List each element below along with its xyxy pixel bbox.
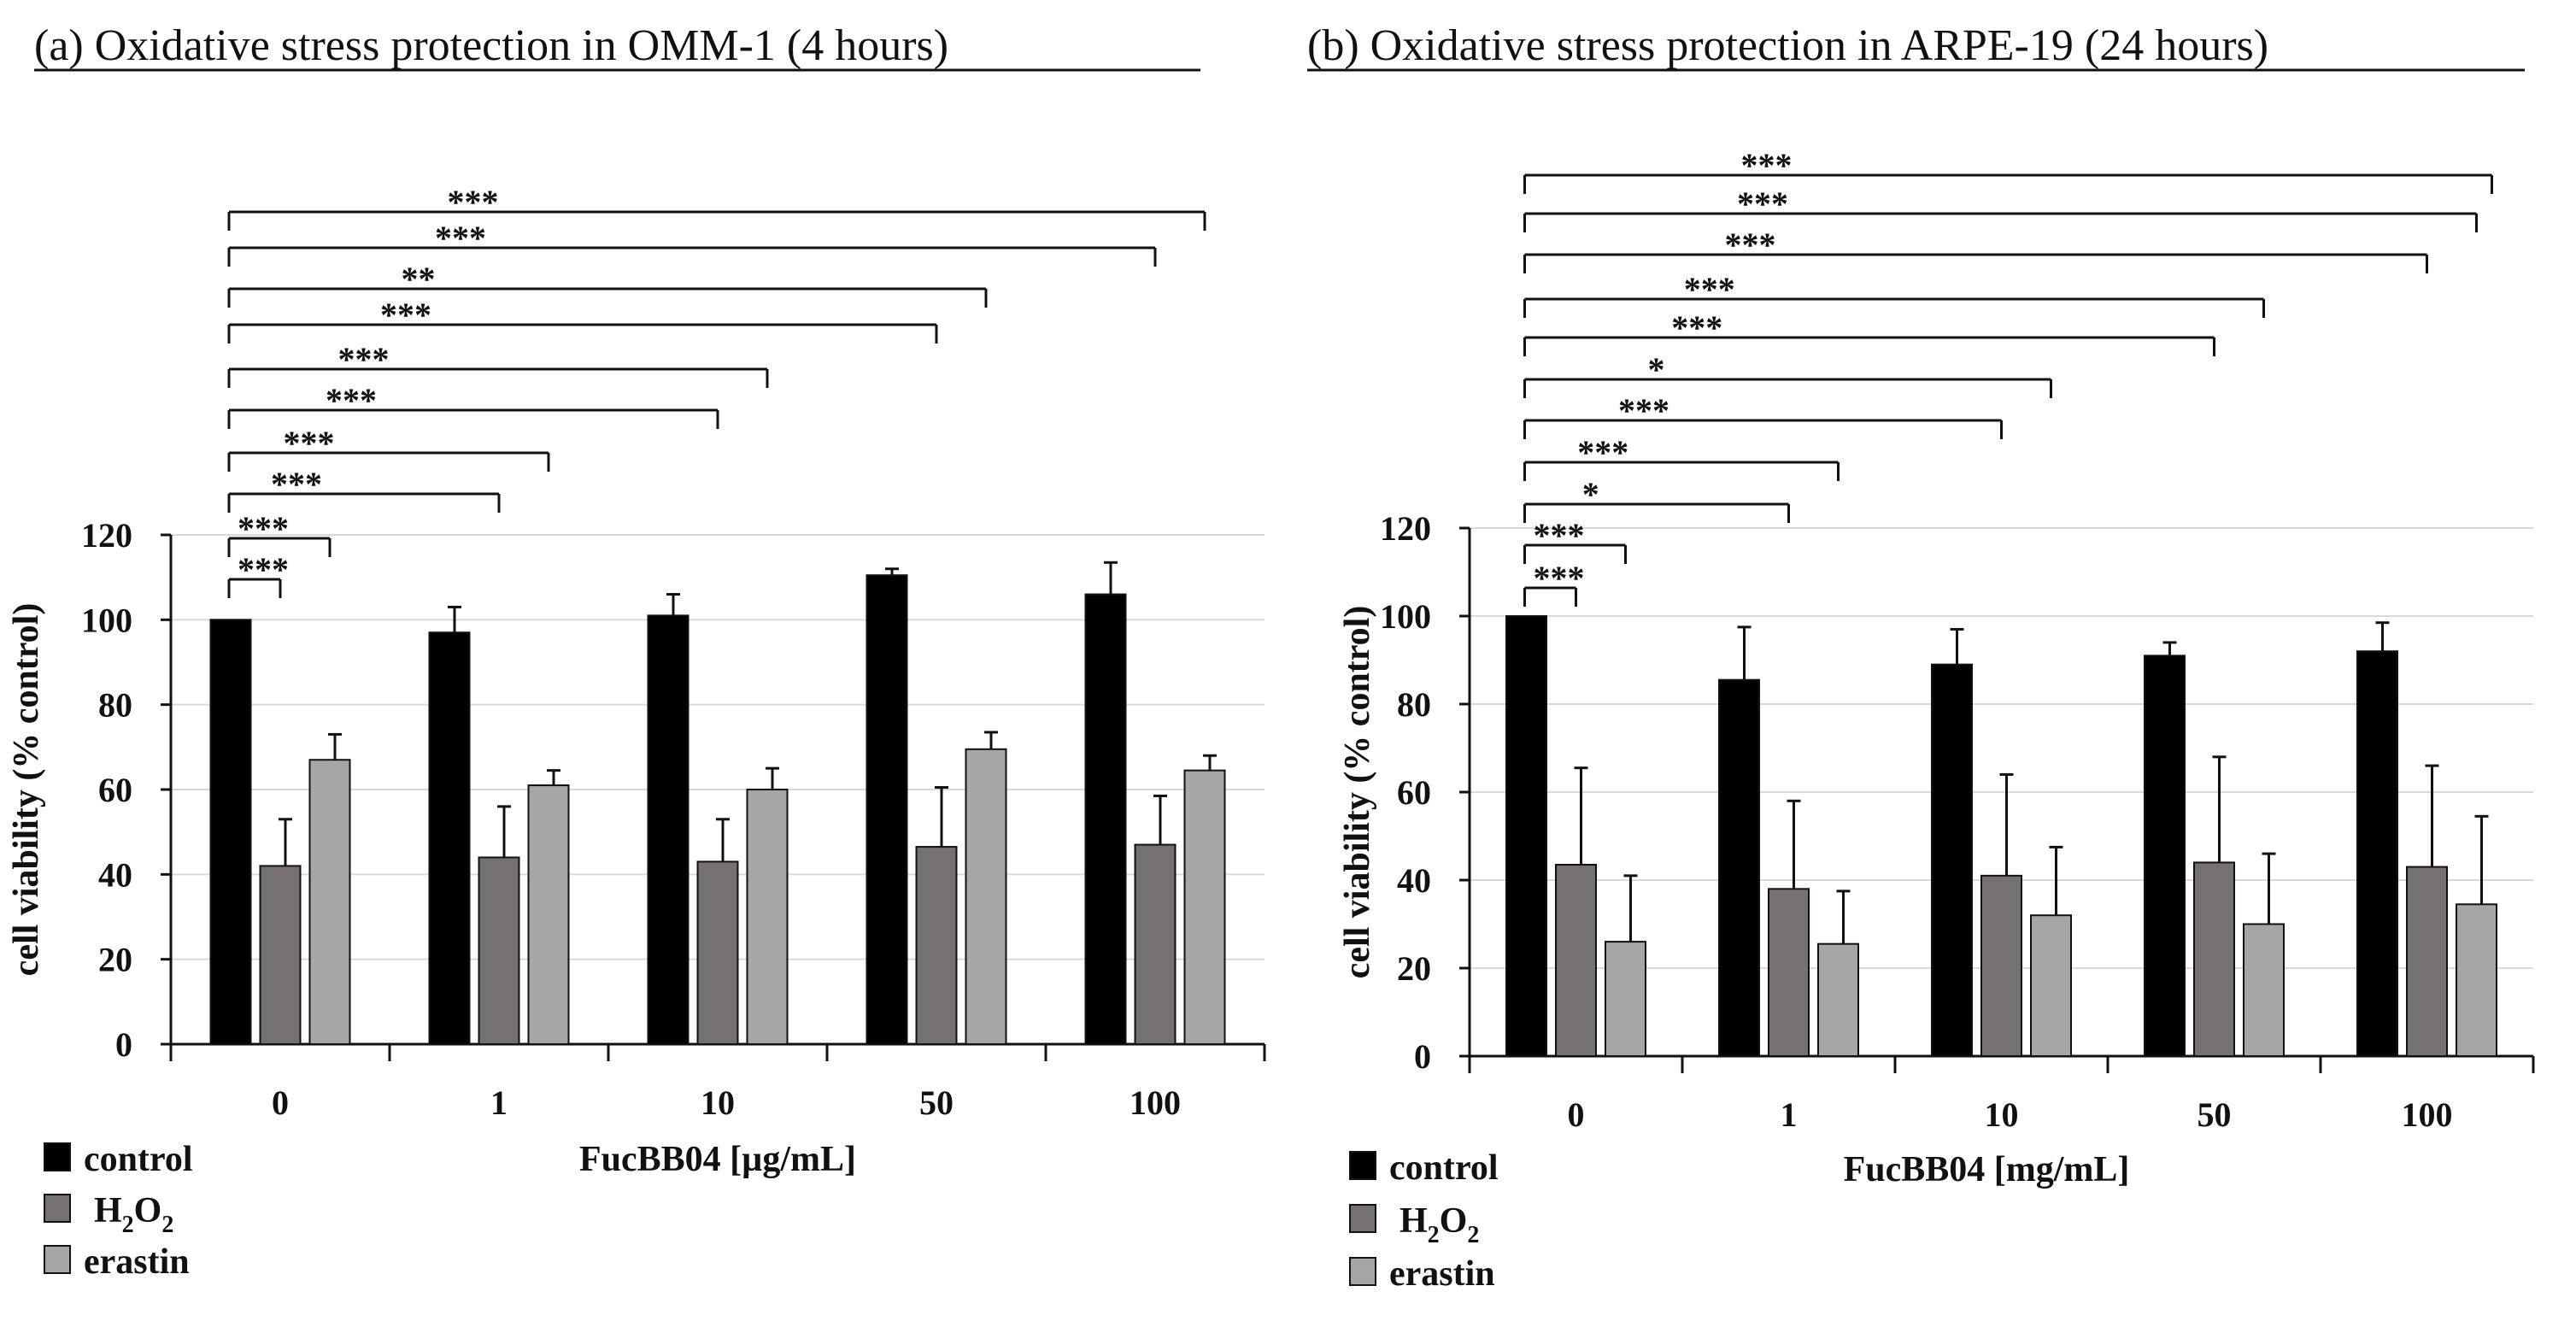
chart-b-bar-erastin (2456, 903, 2497, 1057)
chart-a-bar-h2o2 (696, 860, 739, 1046)
chart-b-sig-label: * (1582, 475, 1599, 514)
chart-b-ytick-label: 0 (1414, 1037, 1431, 1076)
chart-b-xlabel: FucBB04 [mg/mL] (1844, 1150, 2130, 1189)
chart-a-xtick-label: 10 (701, 1083, 735, 1122)
chart-b-sig-label: *** (1741, 146, 1793, 185)
chart-a-legend-label: erastin (84, 1242, 190, 1282)
chart-a-ytick-label: 80 (98, 686, 132, 725)
chart-b-xtick-label: 0 (1568, 1095, 1585, 1134)
chart-b-xtick-label: 50 (2198, 1095, 2232, 1134)
chart-b-ytick-label: 120 (1380, 509, 1431, 548)
chart-a-bar-h2o2 (1134, 843, 1177, 1045)
chart-a-sig-label: *** (271, 465, 322, 503)
chart-a-sig-label: *** (238, 509, 289, 548)
chart-a-bar-h2o2 (259, 865, 302, 1046)
chart-b-legend-label: H2O2 (1399, 1201, 1479, 1248)
chart-a-title: (a) Oxidative stress protection in OMM-1… (34, 21, 948, 70)
chart-a-ylabel: cell viability (% control) (7, 603, 46, 977)
chart-a-bar-control (209, 619, 252, 1045)
chart-a-ytick-label: 40 (98, 855, 132, 894)
chart-b-ylabel: cell viability (% control) (1338, 606, 1377, 979)
chart-a-sig-label: *** (338, 340, 390, 379)
chart-b-bar-erastin (2243, 923, 2285, 1057)
chart-b-ytick-label: 40 (1397, 861, 1431, 900)
chart-a-xtick-label: 100 (1130, 1083, 1181, 1122)
chart-b-sig-label: *** (1577, 433, 1628, 472)
chart-a-bar-control (647, 614, 689, 1045)
chart-a-xtick-label: 1 (490, 1083, 508, 1122)
chart-b-sig-label: *** (1684, 270, 1735, 308)
chart-b-bar-h2o2 (1555, 863, 1597, 1057)
chart-a-legend-swatch (44, 1245, 71, 1274)
chart-a-bar-control (866, 574, 908, 1045)
chart-a-ytick-label: 60 (98, 771, 132, 809)
chart-a-bar-erastin (1183, 769, 1226, 1046)
chart-a-bar-h2o2 (915, 846, 958, 1045)
chart-a-legend-swatch (44, 1142, 71, 1171)
chart-b-sig-label: *** (1534, 559, 1585, 597)
chart-b-legend-label: control (1389, 1148, 1499, 1188)
chart-a-bar-erastin (527, 784, 570, 1045)
chart-b-bar-erastin (1605, 941, 1646, 1057)
chart-a-bar-control (1084, 593, 1127, 1045)
chart-b-bar-h2o2 (1768, 888, 1810, 1058)
chart-b-legend-swatch (1349, 1204, 1376, 1233)
chart-b-xtick-label: 10 (1985, 1095, 2019, 1134)
chart-b-bar-erastin (2030, 914, 2072, 1057)
chart-a-ytick-label: 120 (81, 516, 132, 555)
chart-b-xtick-label: 100 (2402, 1095, 2453, 1134)
chart-a-ytick-label: 100 (81, 601, 132, 639)
chart-b-bar-h2o2 (2193, 861, 2235, 1058)
chart-a-sig-label: *** (380, 296, 431, 334)
chart-b-sig-label: *** (1737, 185, 1788, 223)
chart-a-bar-erastin (308, 759, 351, 1045)
chart-a-sig-label: *** (448, 183, 499, 221)
chart-b-ytick-label: 100 (1380, 597, 1431, 636)
chart-b-legend-swatch (1349, 1151, 1376, 1180)
chart-b-ytick-label: 80 (1397, 685, 1431, 724)
chart-a-legend-label: H2O2 (94, 1191, 173, 1238)
chart-a-bar-erastin (965, 748, 1007, 1045)
chart-a-legend-label: control (84, 1140, 193, 1179)
chart-b-sig-label: *** (1725, 226, 1776, 264)
chart-b-bar-control (1718, 678, 1760, 1057)
chart-b-bar-control (1505, 615, 1547, 1057)
chart-a-sig-label: *** (326, 381, 377, 420)
chart-a-bar-erastin (746, 789, 789, 1045)
chart-a-sig-label: ** (402, 260, 436, 298)
chart-a-bar-h2o2 (478, 856, 520, 1046)
chart-b-sig-label: *** (1534, 516, 1585, 555)
chart-b-bar-control (2356, 650, 2398, 1057)
chart-b-bar-h2o2 (1980, 874, 2022, 1057)
chart-b-xtick-label: 1 (1781, 1095, 1798, 1134)
chart-a-bar-control (428, 631, 471, 1045)
chart-b-bar-control (1931, 663, 1973, 1058)
chart-b-bar-h2o2 (2406, 866, 2448, 1057)
chart-b-sig-label: *** (1618, 391, 1669, 430)
chart-a-legend-swatch (44, 1194, 71, 1223)
chart-a-ytick-label: 0 (115, 1025, 132, 1064)
chart-b-bar-erastin (1817, 942, 1859, 1058)
chart-b-sig-label: *** (1671, 308, 1722, 347)
chart-b-ytick-label: 20 (1397, 949, 1431, 988)
chart-a-xtick-label: 0 (272, 1083, 289, 1122)
chart-b-bar-control (2144, 655, 2186, 1057)
chart-b-ytick-label: 60 (1397, 773, 1431, 812)
chart-a-sig-label: *** (238, 550, 289, 589)
chart-a-xtick-label: 50 (919, 1083, 954, 1122)
chart-b-legend-label: erastin (1389, 1254, 1495, 1294)
chart-b-sig-label: * (1648, 350, 1665, 389)
chart-a-xlabel: FucBB04 [µg/mL] (579, 1140, 856, 1179)
chart-b-title: (b) Oxidative stress protection in ARPE-… (1307, 21, 2268, 70)
chart-a-ytick-label: 20 (98, 941, 132, 979)
chart-a-sig-label: *** (435, 219, 486, 257)
chart-b-legend-swatch (1349, 1257, 1376, 1286)
chart-a-sig-label: *** (284, 424, 335, 462)
